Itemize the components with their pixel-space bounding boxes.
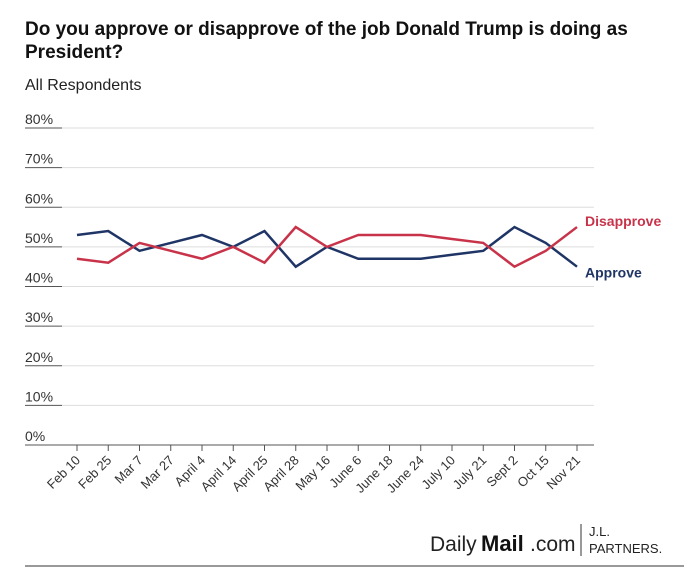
series-label: Disapprove — [585, 213, 661, 229]
brand-daily: Daily — [430, 533, 477, 556]
x-tick-label: Mar 27 — [138, 453, 177, 492]
partner-line1: J.L. — [589, 524, 610, 539]
chart-subtitle: All Respondents — [25, 77, 142, 94]
y-tick-label: 70% — [25, 151, 53, 167]
x-tick-label: Feb 25 — [75, 453, 114, 492]
partner-line2: PARTNERS. — [589, 541, 662, 556]
brand-com: .com — [530, 533, 576, 556]
x-tick-label: July 10 — [418, 453, 458, 493]
x-tick-label: July 21 — [450, 453, 490, 493]
y-tick-label: 60% — [25, 190, 53, 206]
x-tick-label: Nov 21 — [543, 453, 583, 493]
x-tick-label: Sept 2 — [483, 453, 520, 490]
x-tick-label: Feb 10 — [44, 453, 83, 492]
x-tick-label: April 28 — [260, 453, 302, 495]
y-tick-label: 40% — [25, 270, 53, 286]
y-tick-label: 10% — [25, 388, 53, 404]
y-tick-label: 50% — [25, 230, 53, 246]
y-tick-label: 30% — [25, 309, 53, 325]
series-label: Approve — [585, 265, 642, 281]
y-tick-label: 0% — [25, 428, 45, 444]
series-line — [76, 225, 578, 269]
y-tick-label: 20% — [25, 349, 53, 365]
x-tick-label: May 16 — [292, 453, 333, 494]
y-tick-label: 80% — [25, 111, 53, 127]
brand-mail: Mail — [481, 531, 524, 556]
chart-title: Do you approve or disapprove of the job … — [25, 19, 628, 63]
